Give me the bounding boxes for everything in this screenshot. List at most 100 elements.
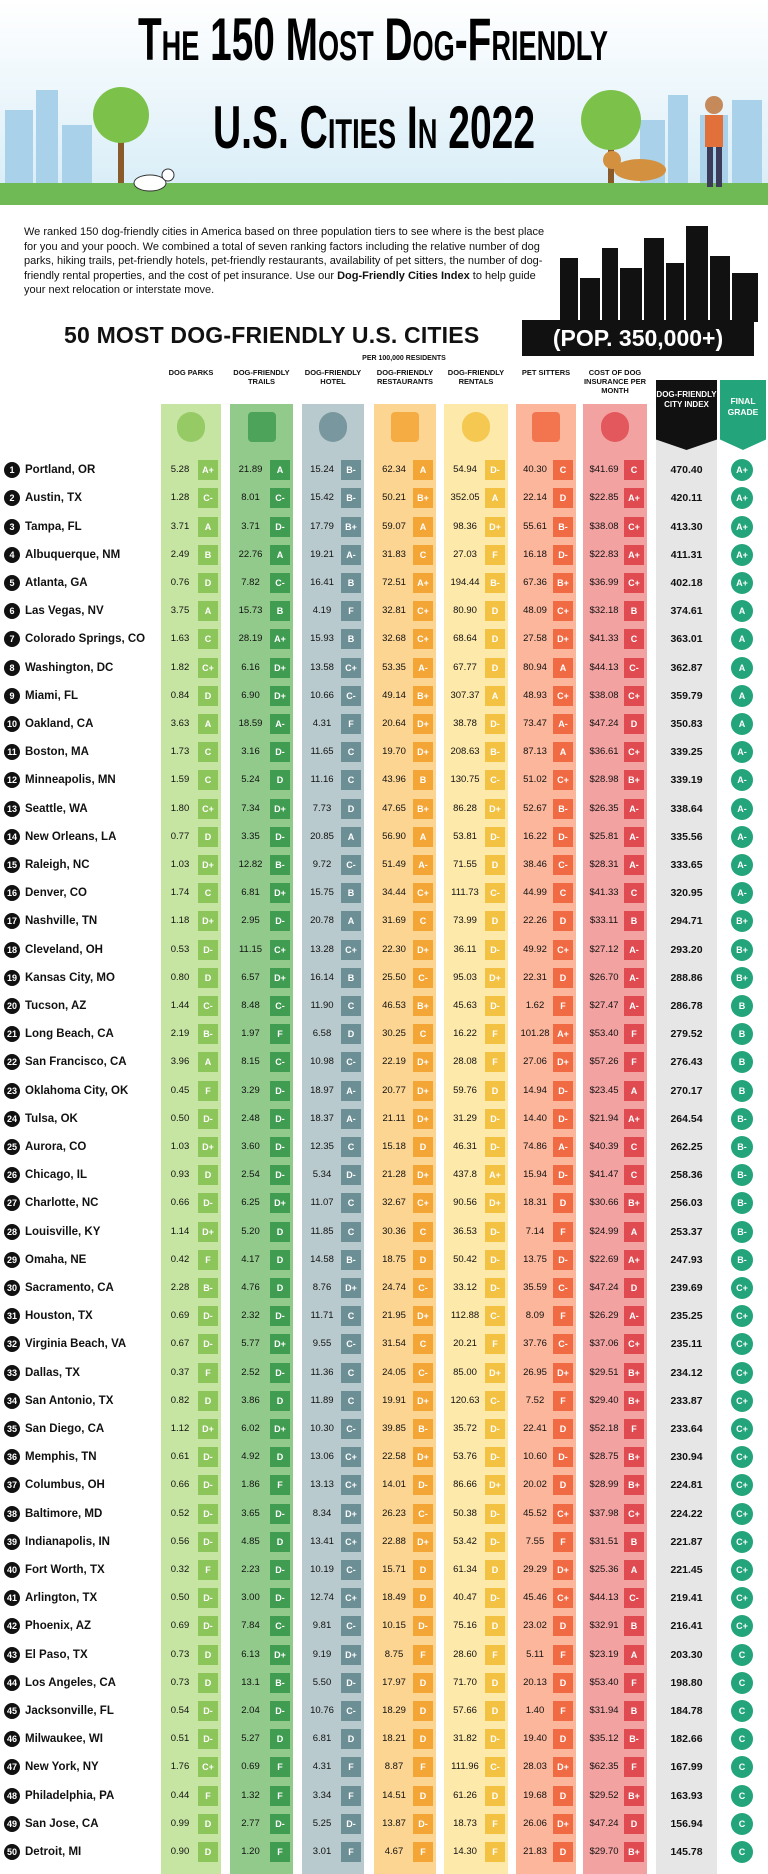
intro-bold: Dog-Friendly Cities Index (337, 269, 470, 282)
value: $28.99 (589, 1479, 619, 1491)
final-grade: A+ (731, 515, 753, 538)
value: 27.06 (523, 1056, 547, 1068)
grade: D (198, 572, 218, 593)
grade: D+ (198, 1136, 218, 1157)
grade: F (270, 1785, 290, 1806)
grade: D (553, 1193, 573, 1214)
grade: D+ (413, 1390, 433, 1411)
value: 7.73 (312, 802, 332, 814)
city: Omaha, NE (25, 1253, 87, 1266)
final-grade: B- (731, 1107, 753, 1130)
value: 75.16 (453, 1620, 477, 1632)
column-header: PET SITTERS (521, 368, 571, 377)
grade: D (413, 1588, 433, 1609)
value: 30.25 (382, 1028, 406, 1040)
value: 22.14 (523, 492, 547, 504)
grade: D- (270, 742, 290, 763)
grade: B+ (413, 685, 433, 706)
grade: A- (553, 1136, 573, 1157)
value: 0.44 (170, 1789, 190, 1801)
rank: 35 (4, 1420, 20, 1437)
grade: C- (341, 854, 361, 875)
index: 163.93 (670, 1789, 703, 1802)
grade: C- (198, 488, 218, 509)
value: 208.63 (450, 746, 480, 758)
intro: We ranked 150 dog-friendly cities in Ame… (24, 225, 559, 298)
value: 15.24 (310, 464, 334, 476)
index: 216.41 (670, 1620, 703, 1633)
rank: 4 (4, 546, 20, 563)
grade: D+ (553, 1052, 573, 1073)
value: $47.24 (589, 1817, 619, 1829)
grade: B+ (624, 770, 644, 791)
grade: D (270, 1277, 290, 1298)
value: 15.93 (310, 633, 334, 645)
grade: A+ (624, 1249, 644, 1270)
value: 53.76 (453, 1451, 477, 1463)
grade: D- (553, 1108, 573, 1129)
value: 0.53 (170, 943, 190, 955)
grade: A+ (270, 629, 290, 650)
grade: D (485, 1672, 505, 1693)
grade: D (198, 685, 218, 706)
final-grade: A- (731, 853, 753, 876)
value: 3.35 (241, 830, 260, 842)
city: New Orleans, LA (25, 830, 117, 843)
grade: D- (270, 1813, 290, 1834)
grade: C+ (341, 657, 361, 678)
value: 6.13 (241, 1648, 260, 1660)
grade: F (485, 1334, 505, 1355)
value: 16.22 (453, 1028, 477, 1040)
grade: D+ (198, 1221, 218, 1242)
grade: D+ (270, 1644, 290, 1665)
grade: D- (485, 1249, 505, 1270)
grade: A- (413, 854, 433, 875)
grade: D- (553, 544, 573, 565)
value: 2.32 (241, 1310, 260, 1322)
value: 49.92 (523, 943, 547, 955)
grade: A (413, 460, 433, 481)
final-grade: C (731, 1671, 753, 1694)
grade: D (553, 1475, 573, 1496)
grade: F (553, 1644, 573, 1665)
value: 16.18 (523, 548, 547, 560)
grade: D+ (270, 798, 290, 819)
final-grade: C+ (731, 1530, 753, 1553)
value: 51.02 (523, 774, 547, 786)
city: Memphis, TN (25, 1451, 97, 1464)
value: 53.81 (453, 830, 477, 842)
grade: C- (341, 1334, 361, 1355)
index: 221.87 (670, 1535, 703, 1548)
value: 15.73 (238, 605, 263, 617)
value: 13.13 (310, 1479, 334, 1491)
value: 4.85 (241, 1535, 260, 1547)
value: 6.90 (241, 689, 260, 701)
city: Chicago, IL (25, 1169, 87, 1182)
grade: C (341, 995, 361, 1016)
grade: D (485, 1080, 505, 1101)
grade: D+ (270, 1193, 290, 1214)
grade: C- (341, 1418, 361, 1439)
value: 12.82 (238, 858, 263, 870)
index: 339.25 (670, 746, 703, 759)
grade: C (413, 1024, 433, 1045)
value: 307.37 (450, 689, 480, 701)
city: Nashville, TN (25, 915, 98, 928)
grade: D (270, 1531, 290, 1552)
grade: D- (553, 1447, 573, 1468)
grade: D (485, 1616, 505, 1637)
index: 362.87 (670, 661, 703, 674)
city: Philadelphia, PA (25, 1789, 115, 1802)
rank: 13 (4, 800, 20, 817)
value: 24.05 (382, 1366, 406, 1378)
grade: F (270, 1024, 290, 1045)
index: 363.01 (670, 633, 703, 646)
city: Baltimore, MD (25, 1507, 103, 1520)
rank: 33 (4, 1364, 20, 1381)
index: 276.43 (670, 1056, 703, 1069)
value: 0.69 (170, 1310, 190, 1322)
value: $22.69 (589, 1253, 619, 1265)
grade: F (485, 1052, 505, 1073)
value: 21.11 (382, 1112, 406, 1124)
grade: F (198, 1785, 218, 1806)
